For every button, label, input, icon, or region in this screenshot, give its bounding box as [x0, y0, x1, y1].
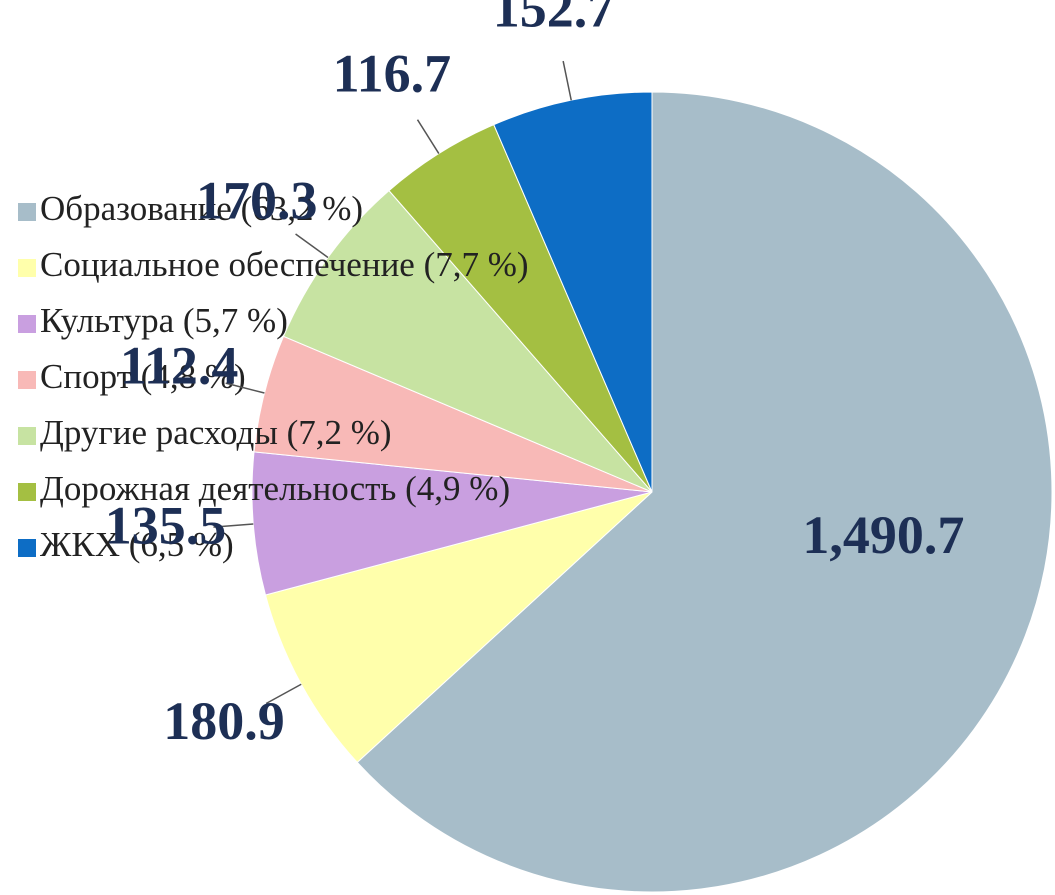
leader-line	[295, 233, 329, 259]
legend-label: ЖКХ (6,5 %)	[40, 525, 234, 564]
legend-label: Дорожная деятельность (4,9 %)	[40, 469, 510, 508]
leader-line	[562, 60, 572, 101]
leader-line	[225, 382, 265, 394]
data-label: 170.3	[196, 170, 318, 230]
data-label: 116.7	[333, 43, 452, 103]
pie-slice	[356, 91, 1053, 893]
legend-swatch	[18, 539, 36, 557]
data-label: 135.5	[105, 495, 227, 555]
leader-line	[213, 523, 254, 528]
legend-swatch	[18, 371, 36, 389]
data-label: 112.4	[120, 336, 239, 396]
legend-swatch	[18, 483, 36, 501]
legend-swatch	[18, 259, 36, 277]
legend-swatch	[18, 315, 36, 333]
data-label: 1,490.7	[802, 505, 964, 565]
pie-slice	[282, 189, 653, 493]
legend-label: Социальное обеспечение (7,7 %)	[40, 245, 529, 284]
data-label: 180.9	[163, 691, 285, 751]
pie-slice	[251, 451, 653, 596]
legend-label: Культура (5,7 %)	[40, 301, 288, 340]
legend-label: Спорт (4,8 %)	[40, 357, 246, 396]
legend-swatch	[18, 427, 36, 445]
leader-line	[265, 683, 302, 705]
legend-label: Другие расходы (7,2 %)	[40, 413, 392, 452]
legend-swatch	[18, 203, 36, 221]
pie-slice	[493, 91, 653, 493]
data-label: 152.7	[493, 0, 615, 38]
leader-line	[416, 119, 440, 154]
legend-label: Образование (63,2 %)	[40, 189, 363, 228]
